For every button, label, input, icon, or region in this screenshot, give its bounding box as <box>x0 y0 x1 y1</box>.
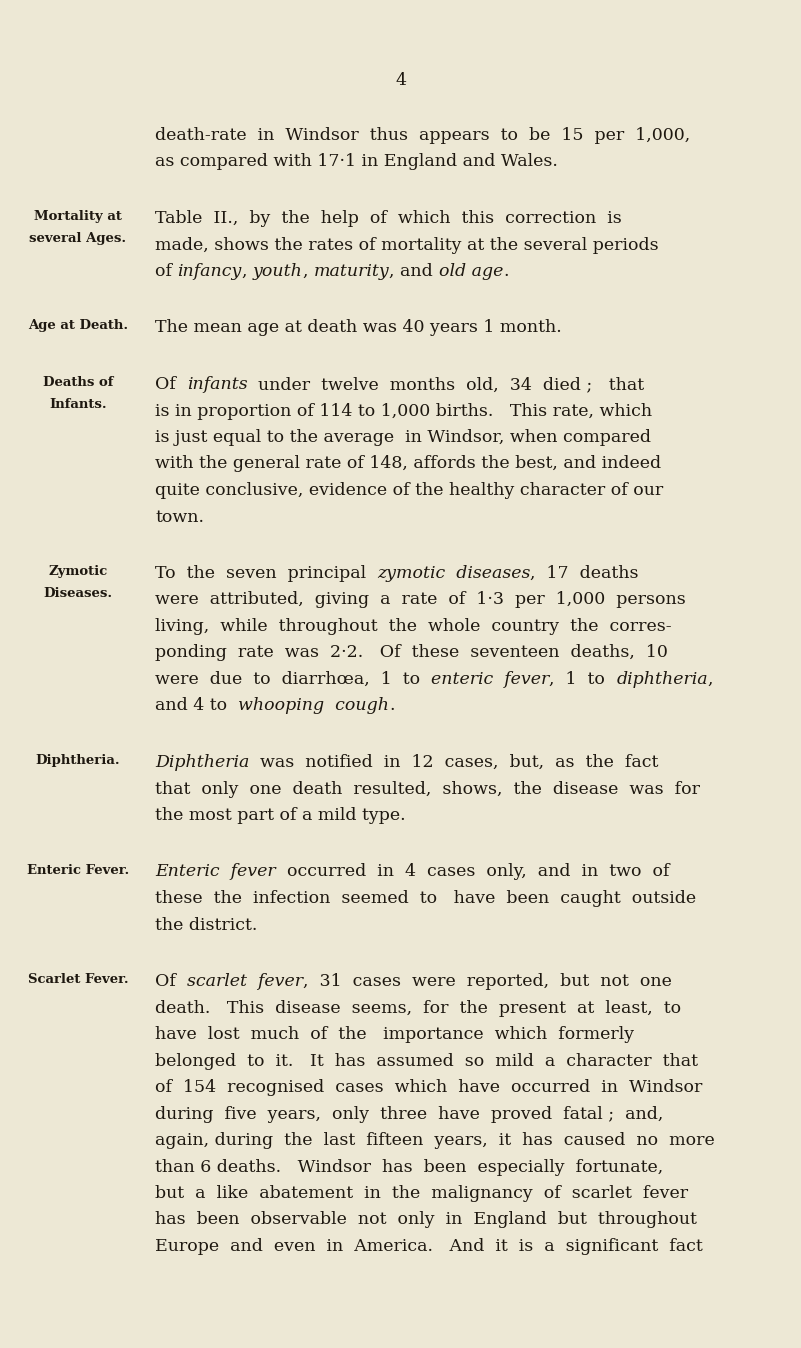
Text: is just equal to the average  in Windsor, when compared: is just equal to the average in Windsor,… <box>155 429 651 446</box>
Text: ,  31  cases  were  reported,  but  not  one: , 31 cases were reported, but not one <box>303 973 672 989</box>
Text: has  been  observable  not  only  in  England  but  throughout: has been observable not only in England … <box>155 1212 697 1228</box>
Text: maturity: maturity <box>314 263 389 280</box>
Text: living,  while  throughout  the  whole  country  the  corres-: living, while throughout the whole count… <box>155 617 671 635</box>
Text: 4: 4 <box>395 71 406 89</box>
Text: were  attributed,  giving  a  rate  of  1·3  per  1,000  persons: were attributed, giving a rate of 1·3 pe… <box>155 592 686 608</box>
Text: youth: youth <box>253 263 303 280</box>
Text: enteric  fever: enteric fever <box>431 671 549 687</box>
Text: made, shows the rates of mortality at the several periods: made, shows the rates of mortality at th… <box>155 236 658 253</box>
Text: Table  II.,  by  the  help  of  which  this  correction  is: Table II., by the help of which this cor… <box>155 210 622 226</box>
Text: of  154  recognised  cases  which  have  occurred  in  Windsor: of 154 recognised cases which have occur… <box>155 1078 702 1096</box>
Text: the district.: the district. <box>155 917 257 934</box>
Text: , and: , and <box>389 263 439 280</box>
Text: Enteric Fever.: Enteric Fever. <box>27 864 129 876</box>
Text: Diphtheria.: Diphtheria. <box>36 754 120 767</box>
Text: of: of <box>155 263 178 280</box>
Text: Diphtheria: Diphtheria <box>155 754 249 771</box>
Text: was  notified  in  12  cases,  but,  as  the  fact: was notified in 12 cases, but, as the fa… <box>249 754 658 771</box>
Text: .: . <box>389 697 395 714</box>
Text: during  five  years,  only  three  have  proved  fatal ;  and,: during five years, only three have prove… <box>155 1105 663 1123</box>
Text: ,  17  deaths: , 17 deaths <box>530 565 639 582</box>
Text: Mortality at: Mortality at <box>34 210 122 222</box>
Text: death-rate  in  Windsor  thus  appears  to  be  15  per  1,000,: death-rate in Windsor thus appears to be… <box>155 127 690 144</box>
Text: that  only  one  death  resulted,  shows,  the  disease  was  for: that only one death resulted, shows, the… <box>155 780 700 798</box>
Text: town.: town. <box>155 508 204 526</box>
Text: is in proportion of 114 to 1,000 births.   This rate, which: is in proportion of 114 to 1,000 births.… <box>155 403 652 419</box>
Text: .: . <box>503 263 509 280</box>
Text: infancy: infancy <box>178 263 242 280</box>
Text: as compared with 17·1 in England and Wales.: as compared with 17·1 in England and Wal… <box>155 154 557 170</box>
Text: under  twelve  months  old,  34  died ;   that: under twelve months old, 34 died ; that <box>248 376 645 394</box>
Text: Deaths of: Deaths of <box>42 376 113 390</box>
Text: infants: infants <box>187 376 248 394</box>
Text: again, during  the  last  fifteen  years,  it  has  caused  no  more: again, during the last fifteen years, it… <box>155 1132 714 1148</box>
Text: death.   This  disease  seems,  for  the  present  at  least,  to: death. This disease seems, for the prese… <box>155 999 681 1016</box>
Text: Zymotic: Zymotic <box>48 565 107 578</box>
Text: Enteric  fever: Enteric fever <box>155 864 276 880</box>
Text: quite conclusive, evidence of the healthy character of our: quite conclusive, evidence of the health… <box>155 483 663 499</box>
Text: ,: , <box>303 263 314 280</box>
Text: occurred  in  4  cases  only,  and  in  two  of: occurred in 4 cases only, and in two of <box>276 864 669 880</box>
Text: Age at Death.: Age at Death. <box>28 319 128 333</box>
Text: diphtheria: diphtheria <box>616 671 708 687</box>
Text: these  the  infection  seemed  to   have  been  caught  outside: these the infection seemed to have been … <box>155 890 696 907</box>
Text: and 4 to: and 4 to <box>155 697 238 714</box>
Text: several Ages.: several Ages. <box>30 232 127 245</box>
Text: Scarlet Fever.: Scarlet Fever. <box>28 973 128 985</box>
Text: The mean age at death was 40 years 1 month.: The mean age at death was 40 years 1 mon… <box>155 319 562 337</box>
Text: Diseases.: Diseases. <box>43 586 113 600</box>
Text: zymotic  diseases: zymotic diseases <box>377 565 530 582</box>
Text: ,: , <box>708 671 714 687</box>
Text: than 6 deaths.   Windsor  has  been  especially  fortunate,: than 6 deaths. Windsor has been especial… <box>155 1158 663 1175</box>
Text: ,: , <box>242 263 253 280</box>
Text: old age: old age <box>439 263 503 280</box>
Text: ,  1  to: , 1 to <box>549 671 616 687</box>
Text: To  the  seven  principal: To the seven principal <box>155 565 377 582</box>
Text: the most part of a mild type.: the most part of a mild type. <box>155 807 405 824</box>
Text: scarlet  fever: scarlet fever <box>187 973 303 989</box>
Text: Of: Of <box>155 376 187 394</box>
Text: belonged  to  it.   It  has  assumed  so  mild  a  character  that: belonged to it. It has assumed so mild a… <box>155 1053 698 1069</box>
Text: Infants.: Infants. <box>49 398 107 411</box>
Text: have  lost  much  of  the   importance  which  formerly: have lost much of the importance which f… <box>155 1026 634 1043</box>
Text: whooping  cough: whooping cough <box>238 697 389 714</box>
Text: ponding  rate  was  2·2.   Of  these  seventeen  deaths,  10: ponding rate was 2·2. Of these seventeen… <box>155 644 668 662</box>
Text: Of: Of <box>155 973 187 989</box>
Text: were  due  to  diarrhœa,  1  to: were due to diarrhœa, 1 to <box>155 671 431 687</box>
Text: but  a  like  abatement  in  the  malignancy  of  scarlet  fever: but a like abatement in the malignancy o… <box>155 1185 688 1202</box>
Text: Europe  and  even  in  America.   And  it  is  a  significant  fact: Europe and even in America. And it is a … <box>155 1237 702 1255</box>
Text: with the general rate of 148, affords the best, and indeed: with the general rate of 148, affords th… <box>155 456 661 473</box>
